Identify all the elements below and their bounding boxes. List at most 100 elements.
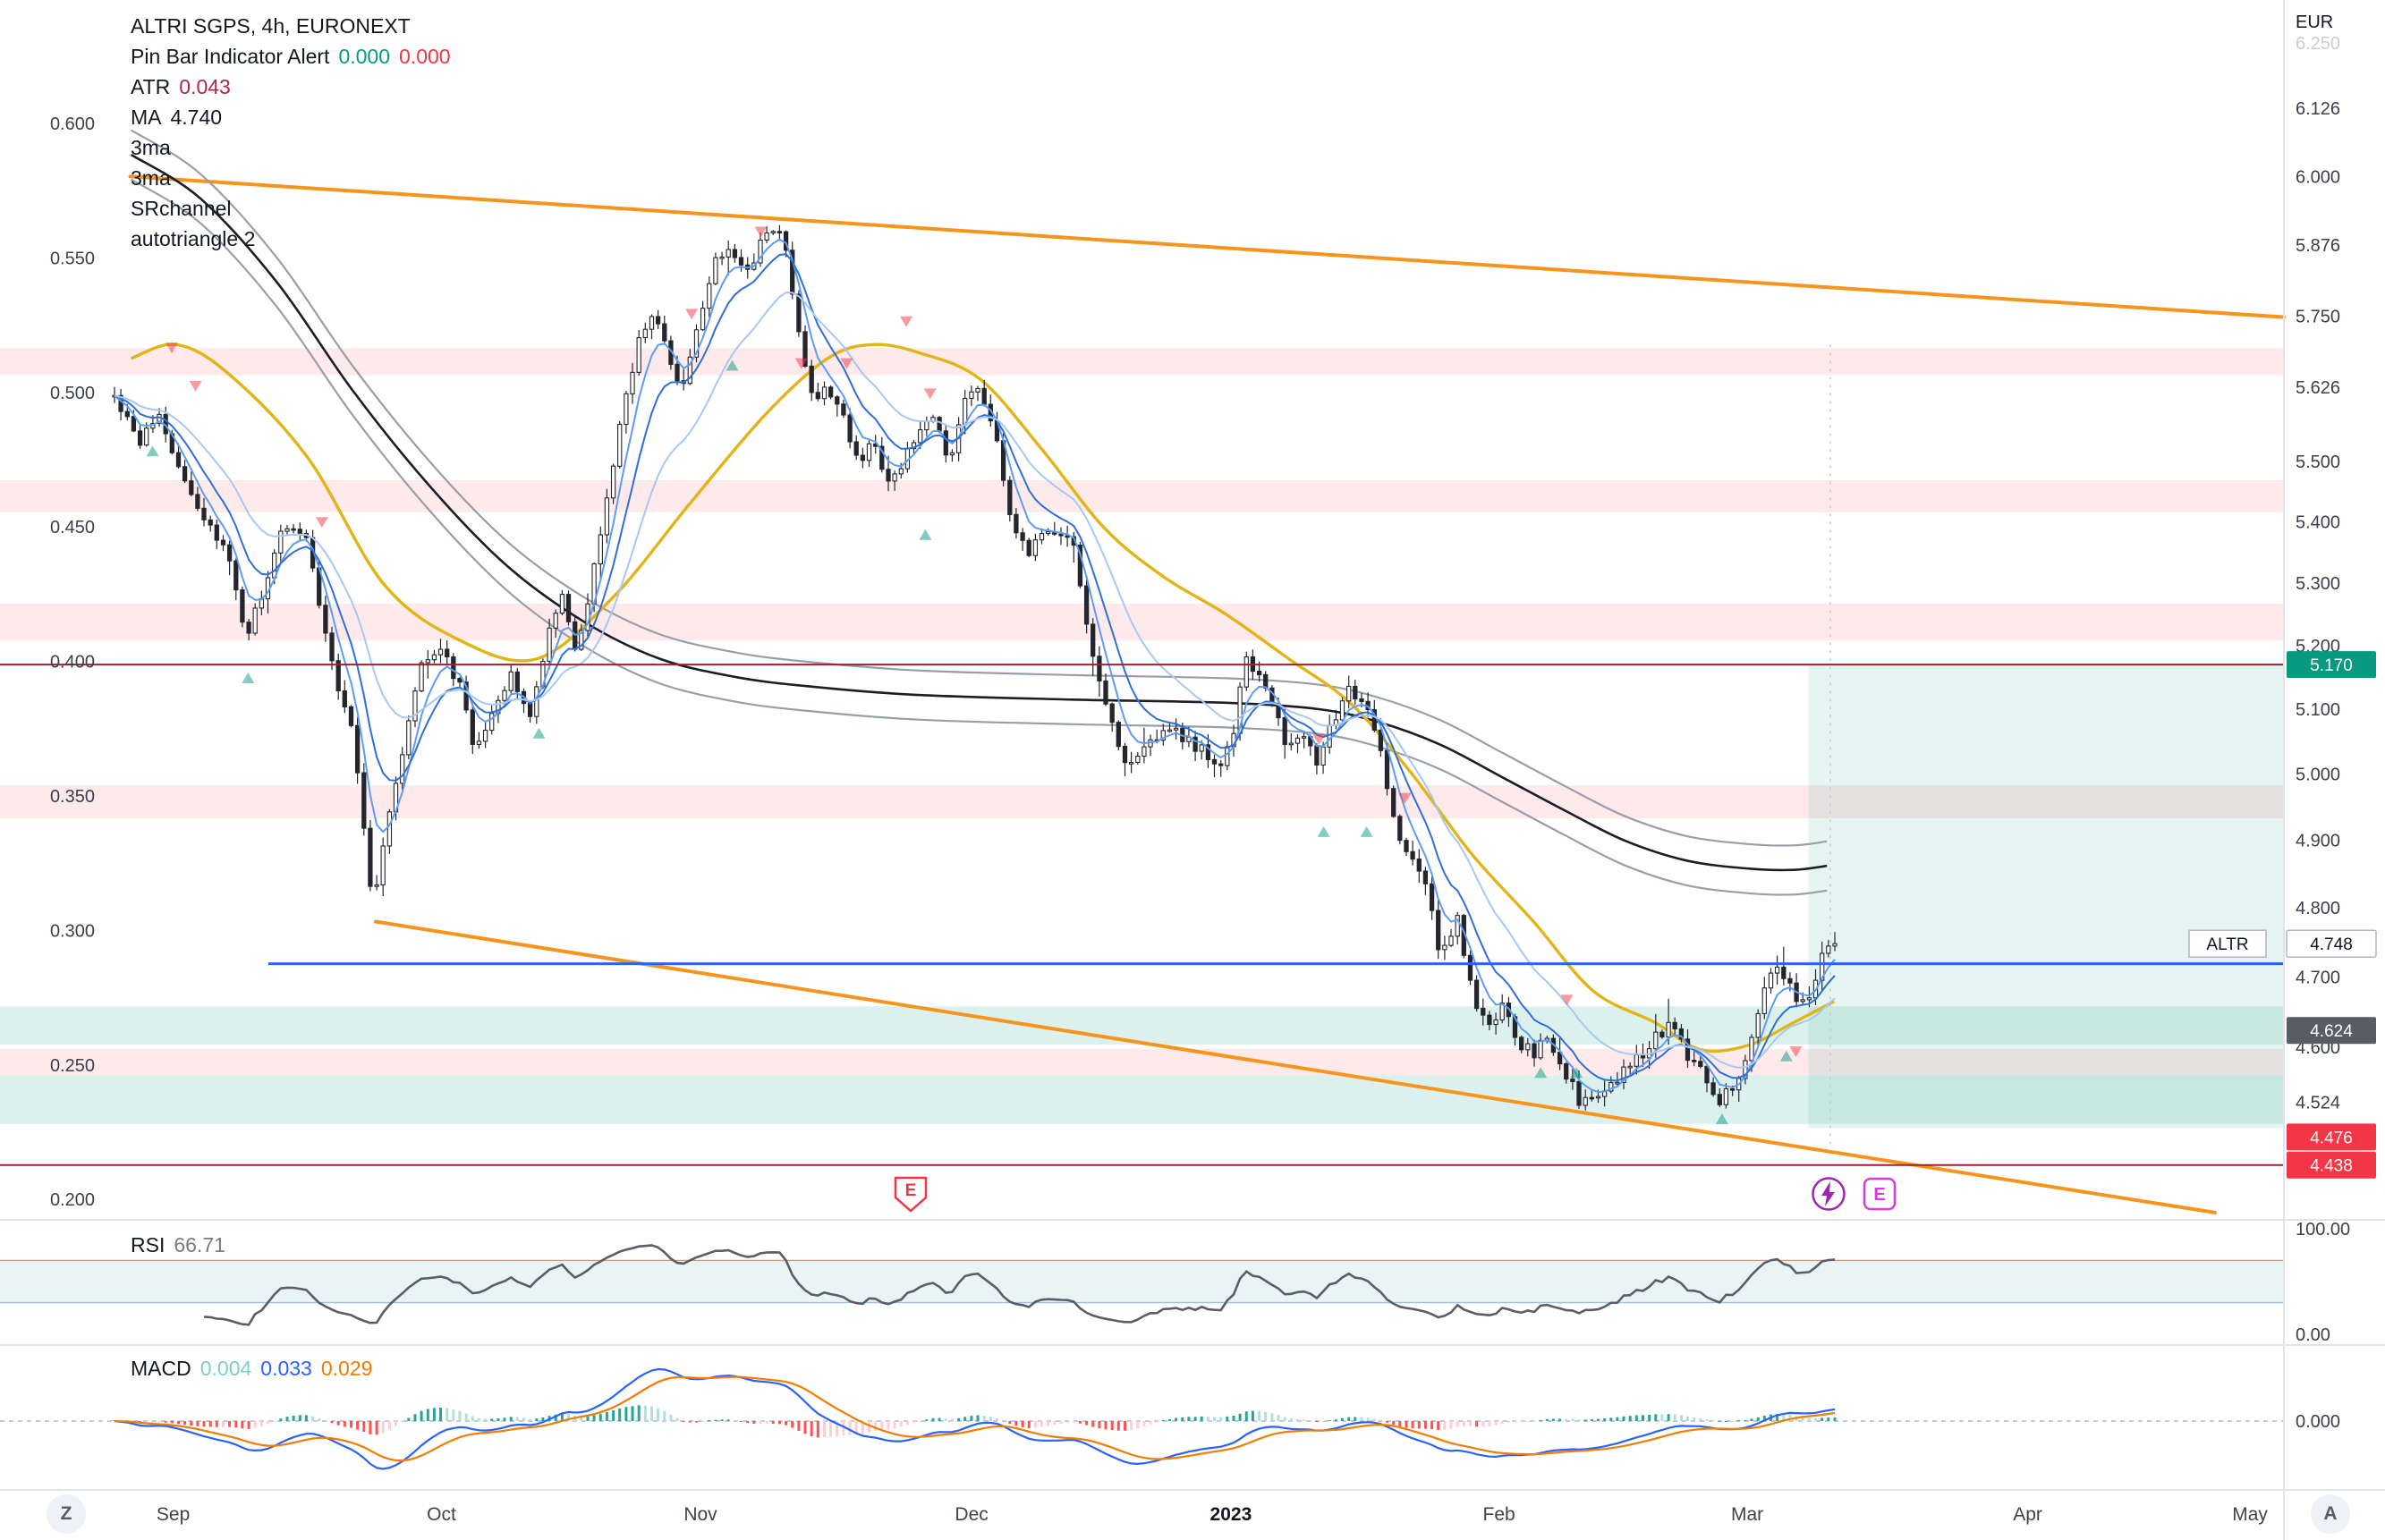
left-axis-tick: 0.400 (50, 653, 95, 673)
alert-lightning-icon[interactable] (1810, 1175, 1847, 1213)
e-badge-icon[interactable]: E (1862, 1176, 1897, 1212)
price-tick: 5.400 (2296, 513, 2340, 533)
rsi-line (203, 1244, 1836, 1326)
macd-legend[interactable]: MACD 0.004 0.033 0.029 (131, 1356, 372, 1381)
price-tick: 4.900 (2296, 832, 2340, 851)
time-label: Feb (1483, 1504, 1515, 1525)
price-badge-value: 5.170 (2310, 656, 2353, 675)
legend-pinbar[interactable]: Pin Bar Indicator Alert 0.000 0.000 (131, 41, 451, 72)
horizontal-lines (0, 664, 2284, 1166)
left-axis-tick: 0.250 (50, 1056, 95, 1076)
pinbar-markers (146, 226, 1803, 1124)
price-tick: 6.000 (2296, 167, 2340, 187)
pinbar-label: Pin Bar Indicator Alert (131, 45, 330, 68)
macd-signal-line (114, 1375, 1836, 1462)
shield-letter: E (905, 1181, 917, 1200)
price-badge (2286, 929, 2377, 958)
earnings-shield-icon[interactable]: E (893, 1174, 929, 1214)
legend-srchannel[interactable]: SRchannel (131, 193, 451, 224)
time-axis[interactable]: Sep Oct Nov Dec 2023 Feb Mar Apr May (157, 1504, 2269, 1525)
price-badge-value: 4.476 (2310, 1129, 2353, 1147)
price-badge-value: 4.748 (2310, 935, 2353, 954)
symbol-title[interactable]: ALTRI SGPS, 4h, EURONEXT (131, 11, 451, 41)
symbol-title-text: ALTRI SGPS, 4h, EURONEXT (131, 14, 411, 38)
macd-axis-zero: 0.000 (2296, 1412, 2340, 1432)
left-axis-tick: 0.350 (50, 787, 95, 807)
price-tick: 6.126 (2296, 99, 2340, 119)
shield-shape (894, 1176, 928, 1213)
price-axis[interactable]: 6.250 6.126 6.000 5.876 5.750 5.626 5.500 5.400… (2188, 34, 2377, 1432)
rsi-legend[interactable]: RSI 66.71 (131, 1232, 225, 1257)
symbol-price-tag-text: ALTR (2206, 935, 2248, 954)
legend-3ma-2[interactable]: 3ma (131, 163, 451, 193)
currency-label: EUR (2296, 13, 2334, 32)
price-badge (2287, 651, 2376, 679)
rsi-value: 66.71 (174, 1233, 225, 1257)
lightning-bolt (1821, 1181, 1835, 1206)
slow-ma (130, 343, 1835, 1053)
price-badge (2287, 1017, 2376, 1045)
corner-button-a[interactable]: A (2311, 1494, 2350, 1534)
legend-srchannel-label: SRchannel (131, 197, 232, 220)
e-badge-letter: E (1873, 1185, 1885, 1205)
price-badge-value: 4.438 (2310, 1157, 2353, 1176)
legend-3ma-1-label: 3ma (131, 136, 171, 159)
ma-value: 4.740 (170, 106, 223, 129)
price-tick: 4.800 (2296, 899, 2340, 918)
time-label: Dec (955, 1504, 988, 1525)
time-label: Sep (157, 1504, 190, 1525)
macd-line (114, 1367, 1836, 1470)
price-tick: 5.750 (2296, 307, 2340, 326)
price-badge (2287, 1123, 2376, 1151)
price-tick: 5.500 (2296, 453, 2340, 472)
price-badge (2287, 1151, 2376, 1179)
sr-channel (130, 129, 1828, 896)
macd-label: MACD (131, 1357, 191, 1380)
legend-ma[interactable]: MA 4.740 (131, 102, 451, 132)
rsi-label: RSI (131, 1233, 166, 1257)
time-label: Nov (683, 1504, 717, 1525)
left-axis-tick: 0.450 (50, 518, 95, 537)
atr-label: ATR (131, 75, 171, 98)
atr-value: 0.043 (179, 75, 231, 98)
legend-3ma-2-label: 3ma (131, 166, 171, 190)
corner-button-z[interactable]: Z (47, 1494, 86, 1534)
candles-layer (112, 224, 1838, 1111)
projection-zone (1808, 664, 2284, 1129)
pinbar-value-1: 0.000 (338, 45, 391, 68)
legend-3ma-1[interactable]: 3ma (131, 132, 451, 163)
e-badge-frame (1863, 1177, 1897, 1211)
legend-autotriangle-label: autotriangle 2 (131, 227, 256, 250)
left-axis-tick: 0.550 (50, 249, 95, 268)
left-axis-tick: 0.500 (50, 384, 95, 403)
macd-signal-value: 0.029 (320, 1357, 373, 1380)
legend-autotriangle[interactable]: autotriangle 2 (131, 224, 451, 254)
macd-line-value: 0.033 (260, 1357, 312, 1380)
price-tick: 5.000 (2296, 766, 2340, 785)
rsi-axis-top: 100.00 (2296, 1220, 2350, 1240)
left-axis-tick: 0.600 (50, 114, 95, 134)
legend-atr[interactable]: ATR 0.043 (131, 72, 451, 102)
left-overlay-axis[interactable]: 0.600 0.550 0.500 0.450 0.400 0.350 0.300 0.250… (50, 114, 95, 1210)
orange-trendlines (128, 174, 2286, 1214)
time-label: May (2232, 1504, 2268, 1525)
left-axis-tick: 0.300 (50, 921, 95, 941)
time-label: Oct (427, 1504, 456, 1525)
price-tick: 4.700 (2296, 968, 2340, 987)
left-axis-tick: 0.200 (50, 1190, 95, 1210)
rsi-pane (0, 1244, 2284, 1326)
macd-pane (0, 1367, 2284, 1470)
price-tick: 5.626 (2296, 378, 2340, 398)
macd-hist-value: 0.004 (199, 1357, 252, 1380)
price-tick: 5.300 (2296, 574, 2340, 594)
chart-header: ALTRI SGPS, 4h, EURONEXT Pin Bar Indicat… (131, 11, 451, 254)
time-label: Apr (2013, 1504, 2042, 1525)
price-tick: 5.876 (2296, 236, 2340, 256)
sr-zones (0, 348, 2284, 1129)
time-label: Mar (1731, 1504, 1763, 1525)
ma-label: MA (131, 106, 162, 129)
fast-ma-ribbon (114, 238, 1836, 1094)
